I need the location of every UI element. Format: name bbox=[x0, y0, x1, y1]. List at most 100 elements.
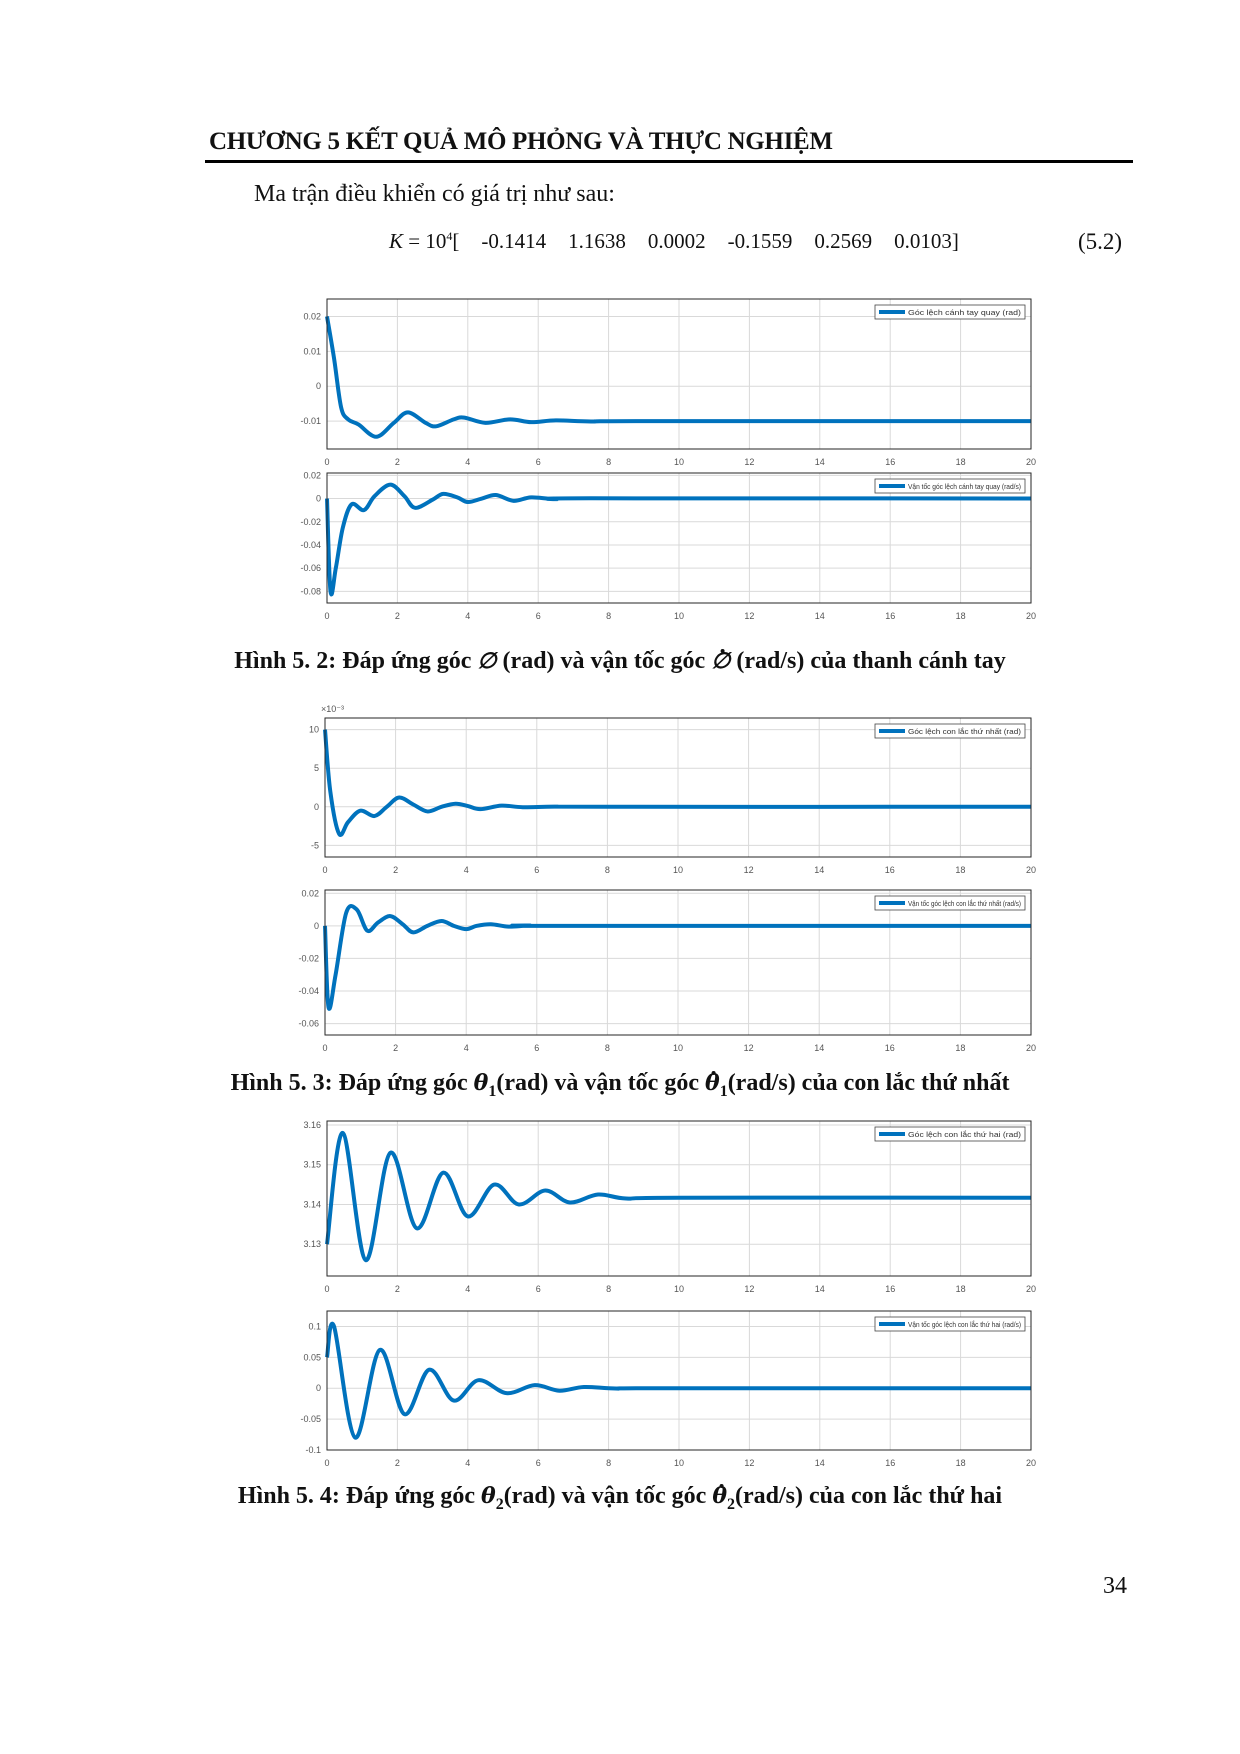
series-line bbox=[323, 729, 1032, 837]
x-tick-label: 14 bbox=[814, 865, 824, 875]
legend-label: Vận tốc góc lệch con lắc thứ hai (rad/s) bbox=[908, 1320, 1021, 1329]
x-tick-label: 8 bbox=[605, 865, 610, 875]
x-tick-label: 16 bbox=[885, 1284, 895, 1294]
x-tick-label: 8 bbox=[606, 1458, 611, 1468]
series-line bbox=[325, 316, 1032, 439]
eq-lhs: K bbox=[389, 229, 404, 253]
y-tick-label: 0.05 bbox=[303, 1352, 321, 1362]
x-tick-label: 4 bbox=[464, 1043, 469, 1053]
x-tick-label: 18 bbox=[955, 865, 965, 875]
axes-box bbox=[326, 1120, 1032, 1277]
caption-text: (rad/s) của thanh cánh tay bbox=[730, 648, 1006, 674]
x-tick-label: 16 bbox=[885, 1043, 895, 1053]
legend-box bbox=[874, 1126, 1026, 1142]
x-tick-label: 0 bbox=[322, 865, 327, 875]
x-tick-label: 14 bbox=[815, 1458, 825, 1468]
y-tick-label: -5 bbox=[311, 840, 319, 850]
x-tick-label: 0 bbox=[324, 1458, 329, 1468]
axes-box bbox=[324, 717, 1032, 858]
eq-exponent: 4 bbox=[446, 229, 453, 243]
eq-close: ] bbox=[951, 229, 959, 253]
y-tick-label: -0.04 bbox=[298, 986, 319, 996]
caption-sub: 1 bbox=[488, 1082, 497, 1100]
series-line bbox=[325, 1321, 1032, 1440]
y-tick-label: -0.02 bbox=[300, 517, 321, 527]
y-tick-label: 3.14 bbox=[303, 1199, 321, 1209]
x-tick-label: 2 bbox=[395, 1458, 400, 1468]
legend: Góc lệch cánh tay quay (rad) bbox=[874, 304, 1026, 320]
caption-sub: 1 bbox=[719, 1082, 728, 1100]
caption-symbol: θ bbox=[481, 1483, 496, 1509]
x-tick-label: 10 bbox=[673, 1043, 683, 1053]
x-tick-label: 10 bbox=[674, 611, 684, 621]
x-tick-label: 18 bbox=[956, 457, 966, 467]
y-tick-label: -0.02 bbox=[298, 953, 319, 963]
x-tick-label: 16 bbox=[885, 457, 895, 467]
x-tick-label: 12 bbox=[744, 1284, 754, 1294]
legend-label: Góc lệch con lắc thứ nhất (rad) bbox=[908, 727, 1022, 736]
caption-symbol-dot: ∅ bbox=[711, 648, 731, 674]
y-tick-label: 0 bbox=[316, 494, 321, 504]
y-tick-label: -0.01 bbox=[300, 416, 321, 426]
x-tick-label: 8 bbox=[606, 457, 611, 467]
legend: Vận tốc góc lệch con lắc thứ nhất (rad/s… bbox=[874, 895, 1026, 911]
x-tick-label: 6 bbox=[536, 457, 541, 467]
intro-text: Ma trận điều khiển có giá trị như sau: bbox=[254, 181, 615, 207]
y-tick-label: -0.06 bbox=[298, 1019, 319, 1029]
caption-sub: 2 bbox=[727, 1495, 736, 1513]
figure-caption-5-3: Hình 5. 3: Đáp ứng góc θ1(rad) và vận tố… bbox=[0, 1070, 1240, 1101]
legend-label: Vận tốc góc lệch cánh tay quay (rad/s) bbox=[908, 482, 1021, 491]
series-line bbox=[325, 482, 1032, 597]
axes-box bbox=[326, 298, 1032, 450]
x-tick-label: 16 bbox=[885, 611, 895, 621]
x-tick-label: 0 bbox=[324, 611, 329, 621]
x-tick-label: 14 bbox=[815, 1284, 825, 1294]
axes-box bbox=[326, 1310, 1032, 1451]
x-tick-label: 20 bbox=[1026, 457, 1036, 467]
y-tick-label: 0.1 bbox=[308, 1321, 321, 1331]
x-tick-label: 10 bbox=[674, 1284, 684, 1294]
eq-open: [ bbox=[452, 229, 460, 253]
x-tick-label: 10 bbox=[674, 457, 684, 467]
y-tick-label: 3.16 bbox=[303, 1120, 321, 1130]
heading-rule bbox=[205, 160, 1133, 163]
chart-svg: 0 2 4 6 8 10 12 14 16 18 20 10 5 0 -5 ×10⁻³ Góc lệch con… bbox=[309, 704, 1036, 875]
chapter-heading: CHƯƠNG 5 KẾT QUẢ MÔ PHỎNG VÀ THỰC NGHIỆM bbox=[209, 128, 833, 155]
plot-arm-velocity: 0 2 4 6 8 10 12 14 16 18 20 0.02 0 -0.02 -0.04 -0.06 -0.… bbox=[300, 470, 1036, 621]
x-tick-label: 8 bbox=[606, 1284, 611, 1294]
x-tick-label: 20 bbox=[1026, 611, 1036, 621]
x-tick-label: 20 bbox=[1026, 1043, 1036, 1053]
x-tick-label: 0 bbox=[324, 1284, 329, 1294]
equation-number: (5.2) bbox=[1078, 229, 1123, 254]
x-tick-label: 4 bbox=[465, 1284, 470, 1294]
y-tick-label: 0.02 bbox=[303, 311, 321, 321]
x-tick-label: 12 bbox=[744, 1458, 754, 1468]
chart-svg: 0 2 4 6 8 10 12 14 16 18 20 0.02 0 -0.02 -0.04 -0.06 Vận… bbox=[298, 888, 1036, 1053]
y-tick-label: 5 bbox=[314, 763, 319, 773]
x-tick-label: 10 bbox=[673, 865, 683, 875]
chart-svg: 0 2 4 6 8 10 12 14 16 18 20 3.16 3.15 3.14 3.13 Góc lệc… bbox=[303, 1120, 1036, 1294]
caption-symbol-dot: θ bbox=[705, 1070, 720, 1096]
caption-text: (rad/s) của con lắc thứ nhất bbox=[727, 1070, 1010, 1096]
legend: Vận tốc góc lệch con lắc thứ hai (rad/s) bbox=[874, 1316, 1026, 1332]
x-tick-label: 4 bbox=[465, 1458, 470, 1468]
gain-matrix-equation: K = 104[-0.1414 1.1638 0.0002 -0.1559 0.2569… bbox=[389, 229, 959, 254]
x-tick-label: 20 bbox=[1026, 1284, 1036, 1294]
x-tick-label: 14 bbox=[815, 457, 825, 467]
x-tick-label: 2 bbox=[393, 1043, 398, 1053]
x-tick-label: 10 bbox=[674, 1458, 684, 1468]
plot-pendulum1-velocity: 0 2 4 6 8 10 12 14 16 18 20 0.02 0 -0.02 -0.04 -0.06 Vận… bbox=[298, 888, 1036, 1053]
legend-label: Góc lệch con lắc thứ hai (rad) bbox=[908, 1130, 1022, 1139]
eq-value: 0.2569 bbox=[814, 229, 873, 253]
x-tick-label: 14 bbox=[815, 611, 825, 621]
y-tick-label: 0.01 bbox=[303, 346, 321, 356]
x-tick-label: 4 bbox=[465, 457, 470, 467]
x-tick-label: 16 bbox=[885, 865, 895, 875]
axes-box bbox=[326, 472, 1032, 604]
x-tick-label: 12 bbox=[744, 1043, 754, 1053]
x-tick-label: 12 bbox=[744, 457, 754, 467]
caption-text: Hình 5. 2: Đáp ứng góc bbox=[234, 648, 478, 674]
y-tick-label: 0.02 bbox=[301, 888, 319, 898]
axes-box bbox=[324, 889, 1032, 1036]
x-tick-label: 8 bbox=[605, 1043, 610, 1053]
